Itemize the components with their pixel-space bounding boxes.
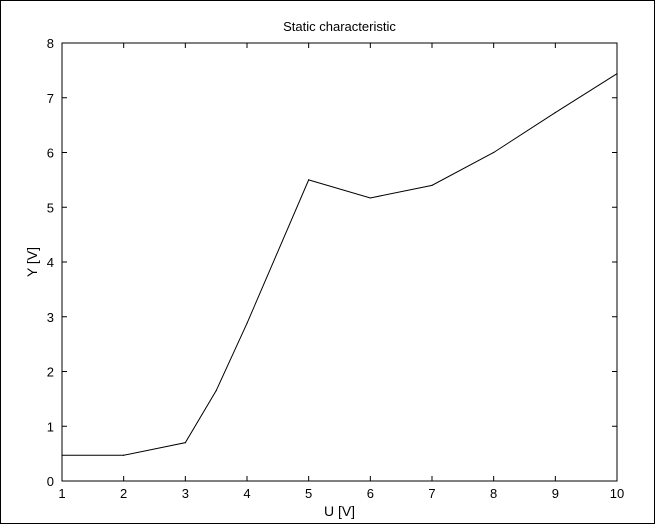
y-tick-label: 7	[47, 91, 54, 106]
y-tick-label: 0	[47, 474, 54, 489]
x-tick-label: 10	[610, 486, 624, 501]
y-tick-label: 6	[47, 146, 54, 161]
y-axis-ticks: 0 1 2 3 4 5 6 7 8	[47, 36, 617, 489]
x-tick-label: 1	[58, 486, 65, 501]
x-tick-label: 2	[120, 486, 127, 501]
data-point	[61, 454, 63, 456]
data-point	[369, 197, 371, 199]
x-tick-label: 3	[182, 486, 189, 501]
data-point	[616, 73, 618, 75]
y-tick-label: 8	[47, 36, 54, 51]
y-tick-label: 4	[47, 255, 54, 270]
data-point	[431, 184, 433, 186]
x-tick-label: 5	[305, 486, 312, 501]
series-layer	[61, 73, 618, 456]
x-tick-label: 8	[490, 486, 497, 501]
y-axis-label: Y [V]	[24, 247, 40, 277]
x-tick-label: 4	[243, 486, 250, 501]
data-point	[246, 322, 248, 324]
data-point	[493, 151, 495, 154]
x-tick-label: 7	[428, 486, 435, 501]
data-point	[184, 442, 186, 444]
y-tick-label: 1	[47, 419, 54, 434]
y-tick-label: 2	[47, 365, 54, 380]
x-axis-ticks: 1 2 3 4 5 6 7 8 9 10	[58, 43, 624, 501]
axes-box	[61, 42, 618, 482]
data-point	[554, 111, 556, 114]
data-point	[215, 390, 217, 392]
y-tick-label: 3	[47, 310, 54, 325]
x-tick-label: 9	[552, 486, 559, 501]
x-axis-label: U [V]	[324, 503, 355, 519]
data-point	[308, 179, 310, 181]
x-tick-label: 6	[367, 486, 374, 501]
data-point	[123, 454, 125, 456]
y-tick-label: 5	[47, 200, 54, 215]
chart-title: Static characteristic	[283, 19, 396, 34]
